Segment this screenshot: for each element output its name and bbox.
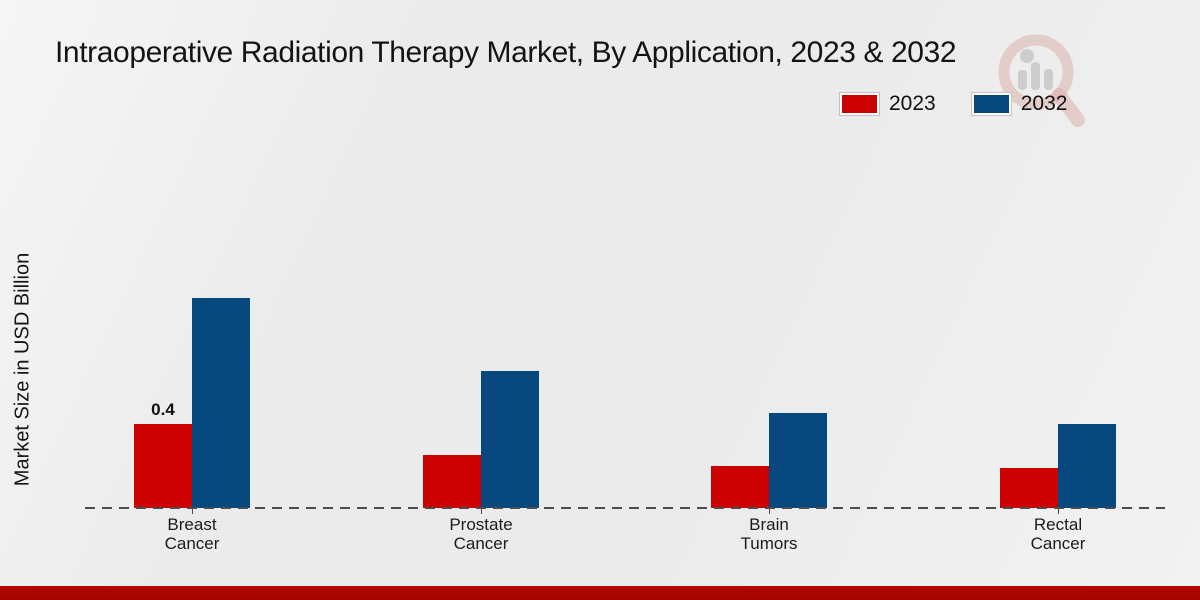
bar-2032-brain-tumors bbox=[769, 413, 827, 508]
legend-item-2032: 2032 bbox=[970, 92, 1068, 116]
chart-title: Intraoperative Radiation Therapy Market,… bbox=[55, 36, 957, 69]
bar-value-label: 0.4 bbox=[151, 400, 175, 419]
x-axis-tick bbox=[769, 509, 770, 514]
legend-label: 2032 bbox=[1020, 92, 1068, 115]
category-label: Brain Tumors bbox=[740, 515, 798, 553]
x-axis-baseline bbox=[85, 507, 1165, 509]
bar-2032-prostate-cancer bbox=[481, 371, 539, 508]
category-label: Rectal Cancer bbox=[1030, 515, 1086, 553]
bar-2023-prostate-cancer bbox=[423, 455, 481, 508]
bar-2032-breast-cancer bbox=[192, 298, 250, 508]
legend-label: 2023 bbox=[889, 92, 936, 115]
legend-swatch-icon bbox=[970, 92, 1012, 116]
legend: 2023 2032 bbox=[839, 92, 1068, 116]
legend-item-2023: 2023 bbox=[839, 92, 936, 116]
bar-2023-breast-cancer bbox=[134, 424, 192, 508]
x-axis-tick bbox=[192, 509, 193, 514]
x-axis-tick bbox=[1058, 509, 1059, 514]
bar-2032-rectal-cancer bbox=[1058, 424, 1116, 508]
watermark-logo-icon bbox=[998, 34, 1085, 127]
x-axis-tick bbox=[481, 509, 482, 514]
bar-2023-rectal-cancer bbox=[1000, 468, 1058, 508]
footer-accent-bar bbox=[0, 586, 1200, 600]
legend-swatch-icon bbox=[839, 92, 880, 116]
category-label: Prostate Cancer bbox=[449, 515, 513, 553]
bar-2023-brain-tumors bbox=[711, 466, 769, 508]
y-axis-label: Market Size in USD Billion bbox=[11, 252, 34, 487]
category-label: Breast Cancer bbox=[164, 515, 220, 553]
